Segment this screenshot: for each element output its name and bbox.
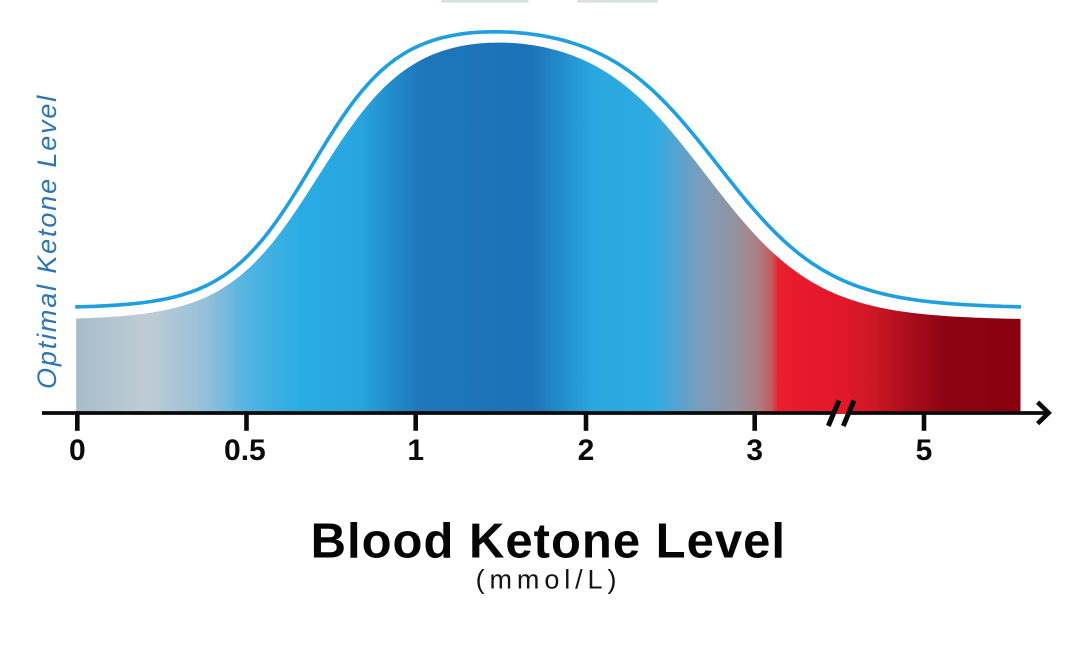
svg-text:0: 0 [69,434,86,467]
svg-text:3: 3 [746,434,763,467]
svg-text:1: 1 [407,434,424,467]
svg-text:Optimal Ketone Level: Optimal Ketone Level [32,94,62,389]
svg-text:(mmol/L): (mmol/L) [476,565,622,595]
svg-text:5: 5 [916,434,933,467]
svg-text:2: 2 [578,434,595,467]
svg-text:Blood Ketone Level: Blood Ketone Level [311,514,786,568]
svg-text:0.5: 0.5 [224,434,266,467]
